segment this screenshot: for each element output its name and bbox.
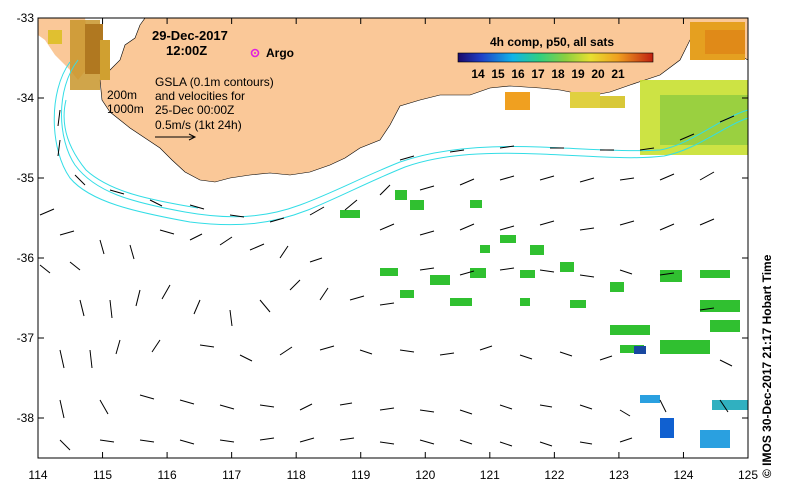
y-tick-label: -35 <box>17 171 35 185</box>
x-tick-label: 114 <box>28 468 47 482</box>
gsla-label-line3: 25-Dec 00:00Z <box>155 103 234 117</box>
velocity-scale-label: 0.5m/s (1kt 24h) <box>155 118 242 132</box>
colorbar-tick-label: 16 <box>511 67 525 81</box>
x-tick-label: 118 <box>287 468 306 482</box>
y-tick-label: -37 <box>17 331 35 345</box>
map-title-date: 29-Dec-2017 <box>152 28 228 43</box>
x-tick-label: 116 <box>158 468 177 482</box>
colorbar-tick-label: 21 <box>611 67 625 81</box>
x-tick-label: 122 <box>544 468 564 482</box>
colorbar-tick-label: 19 <box>571 67 585 81</box>
x-tick-label: 124 <box>673 468 693 482</box>
depth-contours <box>53 59 749 226</box>
map-title-time: 12:00Z <box>166 43 207 58</box>
argo-marker-icon <box>250 48 260 58</box>
plot-frame <box>37 17 749 459</box>
velocity-arrows <box>39 109 735 451</box>
credit-text: © IMOS 30-Dec-2017 21:17 Hobart Time <box>760 254 774 478</box>
colorbar-title: 4h comp, p50, all sats <box>490 35 614 49</box>
colorbar-tick-label: 20 <box>591 67 605 81</box>
velocity-scale-arrow <box>155 133 197 141</box>
depth-label-200m: 200m <box>107 88 137 102</box>
gsla-label-line2: and velocities for <box>155 89 245 103</box>
colorbar-tick-label: 18 <box>551 67 565 81</box>
x-tick-label: 125 <box>738 468 758 482</box>
y-tick-label: -36 <box>17 251 35 265</box>
gsla-label-line1: GSLA (0.1m contours) <box>155 75 274 89</box>
y-tick-label: -33 <box>17 11 35 25</box>
colorbar-tick-labels: 14 15 16 17 18 19 20 21 <box>471 67 625 81</box>
depth-label-1000m: 1000m <box>107 102 144 116</box>
x-tick-label: 121 <box>480 468 500 482</box>
colorbar: 4h comp, p50, all sats 14 15 16 17 18 19 20 21 <box>457 35 654 81</box>
y-tick-label: -34 <box>17 91 35 105</box>
x-tick-label: 119 <box>351 468 370 482</box>
x-tick-label: 123 <box>609 468 629 482</box>
x-tick-label: 115 <box>93 468 112 482</box>
colorbar-gradient <box>457 52 654 63</box>
argo-label: Argo <box>266 46 294 60</box>
sst-blue-patches <box>634 346 748 448</box>
sst-warm-patches <box>48 20 745 110</box>
colorbar-tick-label: 14 <box>471 67 485 81</box>
x-tick-label: 117 <box>222 468 241 482</box>
x-axis: 114 115 116 117 118 119 120 121 122 123 124 125 <box>28 18 758 482</box>
y-axis: -33 -34 -35 -36 -37 -38 <box>17 11 748 425</box>
colorbar-tick-label: 17 <box>531 67 545 81</box>
y-tick-label: -38 <box>17 411 35 425</box>
x-tick-label: 120 <box>415 468 435 482</box>
colorbar-tick-label: 15 <box>491 67 505 81</box>
sst-mid-patches <box>570 80 748 155</box>
